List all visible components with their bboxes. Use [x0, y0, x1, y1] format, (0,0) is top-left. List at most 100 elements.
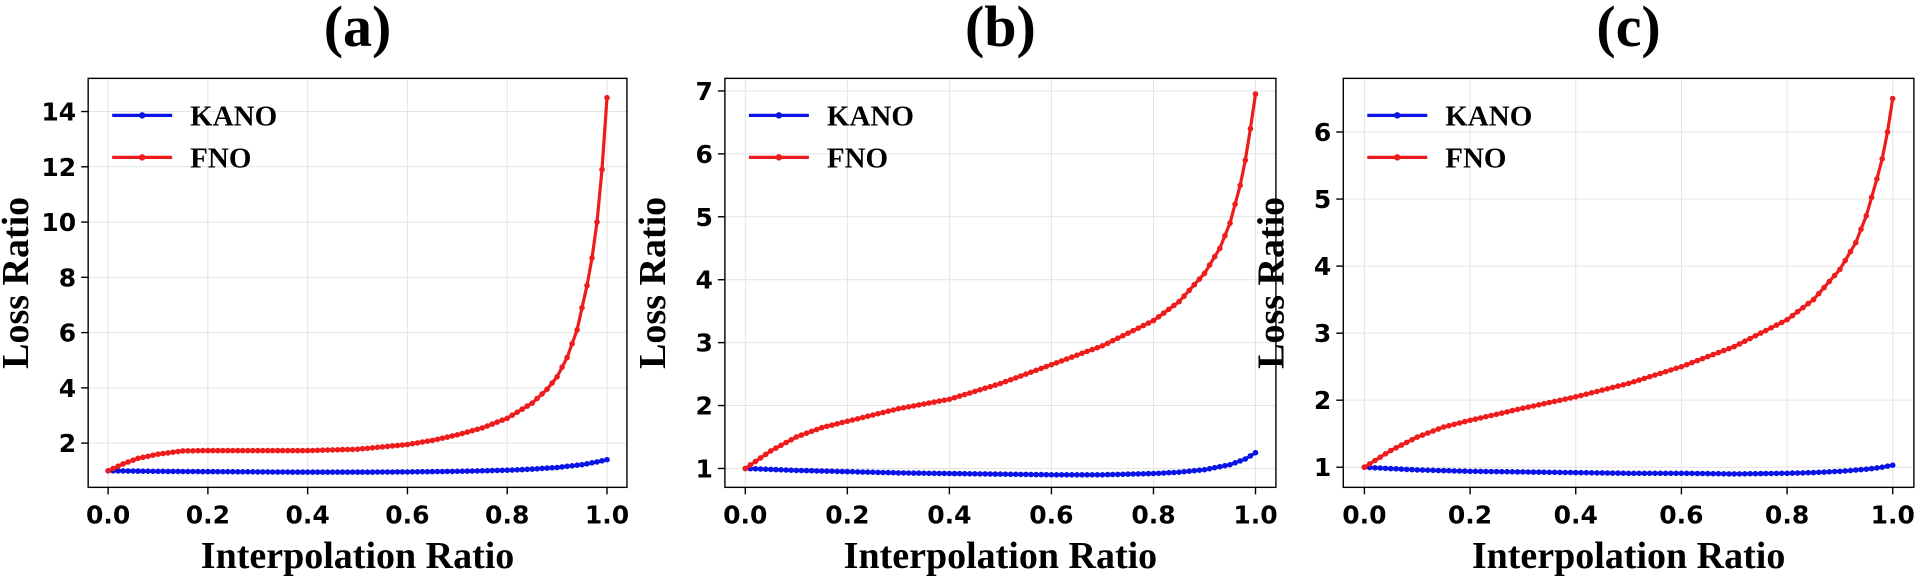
data-point-kano: [997, 471, 1004, 477]
y-tick-label: 6: [59, 319, 76, 348]
data-point-fno: [359, 445, 366, 452]
data-point-fno: [230, 447, 236, 454]
data-point-fno: [120, 461, 126, 467]
data-point-fno: [150, 452, 156, 459]
data-point-kano: [1425, 467, 1431, 474]
data-point-fno: [829, 422, 835, 428]
data-point-fno: [1731, 343, 1737, 350]
data-point-kano: [1631, 470, 1637, 477]
y-tick-label: 2: [1314, 386, 1331, 415]
data-point-fno: [439, 435, 446, 442]
data-point-fno: [369, 445, 376, 451]
data-point-kano: [1477, 468, 1484, 475]
data-point-fno: [1166, 306, 1172, 313]
data-point-kano: [1567, 469, 1574, 476]
data-point-kano: [1604, 470, 1611, 476]
data-point-kano: [559, 464, 565, 470]
data-point-kano: [1514, 469, 1521, 475]
data-point-kano: [1028, 471, 1034, 478]
data-point-kano: [1176, 469, 1182, 476]
data-point-fno: [1747, 335, 1753, 342]
y-tick-label: 8: [59, 263, 76, 292]
data-point-fno: [534, 395, 540, 402]
data-point-kano: [1784, 470, 1790, 477]
panel-c: (c) 0.0 0.2 0.4 0.6 0.8 1.0 1 2 3 4 5 6 Interpolation…: [1250, 0, 1915, 577]
data-point-kano: [195, 468, 201, 475]
data-point-kano: [1483, 468, 1489, 475]
data-point-fno: [1525, 404, 1531, 410]
data-point-kano: [1594, 470, 1600, 476]
data-point-kano: [1206, 465, 1213, 472]
data-point-fno: [215, 447, 221, 454]
data-point-fno: [1604, 386, 1611, 392]
x-axis-label: Interpolation Ratio: [1472, 535, 1786, 577]
data-point-kano: [594, 459, 600, 465]
y-tick-label: 4: [1314, 252, 1331, 281]
data-point-kano: [479, 468, 486, 474]
data-point-kano: [599, 458, 605, 464]
data-point-kano: [1636, 470, 1642, 477]
data-point-kano: [1033, 471, 1039, 478]
data-point-kano: [1800, 470, 1806, 476]
data-point-fno: [1483, 413, 1489, 420]
data-point-fno: [289, 447, 296, 454]
data-point-fno: [1053, 360, 1060, 366]
data-point-kano: [1038, 471, 1044, 478]
data-point-fno: [344, 446, 351, 453]
data-point-kano: [519, 466, 525, 473]
data-point-fno: [389, 443, 396, 449]
data-point-fno: [274, 447, 281, 454]
data-point-fno: [379, 444, 386, 450]
data-point-kano: [768, 466, 774, 473]
data-point-fno: [529, 400, 535, 406]
data-point-fno: [1646, 373, 1653, 380]
data-point-fno: [1109, 337, 1116, 344]
data-point-kano: [180, 468, 186, 475]
data-point-fno: [783, 439, 789, 446]
data-point-fno: [210, 447, 216, 454]
data-point-fno: [1583, 391, 1590, 398]
data-point-kano: [1847, 467, 1854, 474]
data-point-fno: [175, 448, 181, 455]
data-point-kano: [1211, 464, 1218, 471]
data-point-kano: [274, 469, 281, 475]
data-point-fno: [788, 437, 794, 443]
data-point-fno: [1789, 312, 1796, 319]
data-point-fno: [987, 383, 993, 390]
data-point-fno: [1868, 194, 1875, 201]
data-point-fno: [1615, 383, 1621, 389]
data-point-fno: [1089, 346, 1095, 353]
data-point-kano: [554, 464, 560, 471]
data-point-fno: [260, 447, 266, 454]
data-point-kano: [1763, 470, 1769, 477]
data-point-kano: [349, 469, 356, 475]
data-point-fno: [859, 414, 866, 421]
data-point-kano: [190, 468, 196, 475]
data-point-fno: [870, 412, 876, 418]
data-point-kano: [803, 467, 810, 474]
data-point-fno: [752, 458, 759, 465]
data-point-fno: [1889, 95, 1896, 102]
data-point-fno: [1456, 420, 1463, 426]
x-tick-label: 0.0: [723, 500, 767, 529]
x-axis-label: Interpolation Ratio: [844, 535, 1158, 577]
data-point-fno: [1403, 439, 1410, 446]
data-point-fno: [1074, 352, 1080, 359]
x-tick-label: 1.0: [1871, 500, 1915, 529]
data-point-fno: [250, 447, 256, 454]
data-point-kano: [1657, 470, 1664, 477]
data-point-kano: [1382, 465, 1389, 472]
data-point-fno: [865, 413, 871, 420]
data-point-fno: [225, 447, 231, 454]
data-point-fno: [1530, 403, 1537, 409]
data-point-kano: [210, 468, 216, 475]
data-point-fno: [1201, 270, 1208, 277]
data-point-kano: [854, 469, 861, 475]
data-point-fno: [819, 424, 825, 431]
data-point-fno: [444, 434, 451, 440]
data-point-fno: [1176, 298, 1182, 305]
data-point-kano: [404, 469, 411, 475]
legend-marker-fno: [775, 154, 783, 161]
data-point-kano: [1488, 468, 1494, 475]
data-point-kano: [130, 468, 136, 474]
